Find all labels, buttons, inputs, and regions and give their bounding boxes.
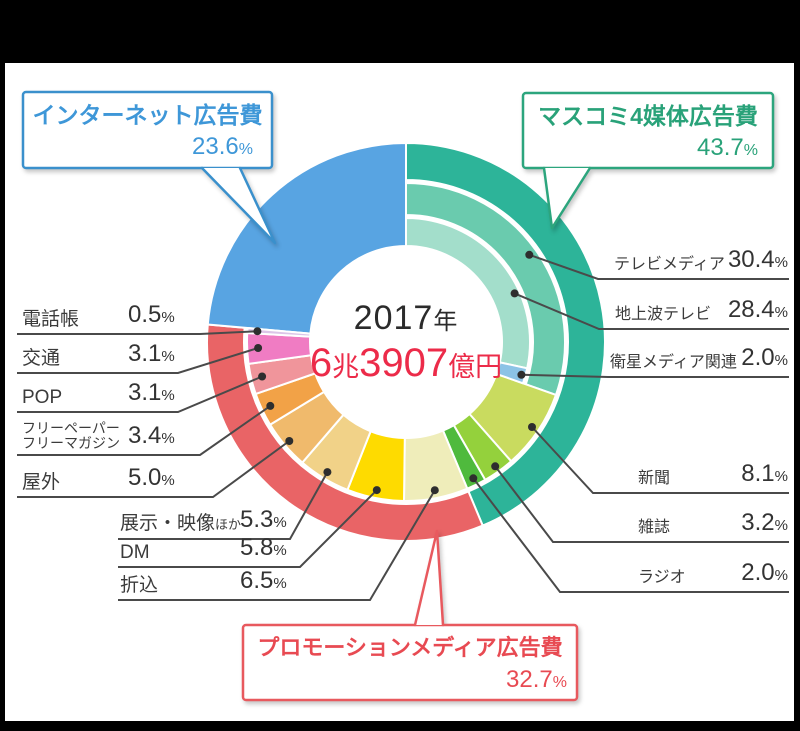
donut-segment-internet [206, 142, 407, 335]
callout-bubbles [21, 90, 775, 702]
leader-line-free-paper [17, 405, 271, 456]
leader-dot-pop [258, 372, 267, 381]
leader-line-phone-directory [17, 330, 258, 335]
callout-tail-border-internet [200, 166, 277, 245]
leader-dot-transit [254, 344, 263, 352]
leader-dot-exhibition-video [323, 468, 332, 477]
leader-line-outdoor [17, 440, 290, 498]
leader-dot-direct-mail [372, 486, 381, 495]
leader-line-satellite-media [521, 373, 789, 378]
leader-dot-orikomi [430, 486, 439, 495]
leader-line-magazine [494, 465, 789, 543]
leader-line-transit [17, 347, 259, 374]
leader-line-newspaper [531, 426, 789, 494]
donut-rings [206, 142, 606, 542]
callout-tail-border-promotion-media [413, 529, 445, 627]
callout-internet [21, 90, 277, 245]
callout-promotion-media [241, 529, 579, 702]
leader-dot-free-paper [266, 401, 275, 410]
leader-line-radio [472, 477, 789, 593]
leader-line-exhibition-video [118, 471, 329, 540]
leader-dot-magazine [491, 462, 500, 471]
leader-line-direct-mail [118, 489, 378, 568]
callout-tail-promotion-media [415, 531, 443, 625]
leader-dot-phone-directory [253, 327, 262, 336]
leader-line-pop [17, 375, 263, 413]
leader-dot-newspaper [528, 423, 536, 431]
callout-box-internet [21, 90, 274, 170]
leader-lines [17, 250, 789, 601]
leader-dot-outdoor [285, 437, 294, 445]
leader-line-orikomi [118, 489, 436, 601]
callout-tail-mass-media-4 [544, 168, 590, 228]
callout-box-mass-media-4 [521, 91, 775, 170]
leader-dot-tv-media [525, 250, 534, 259]
callout-mass-media-4 [521, 91, 775, 230]
callout-box-promotion-media [241, 623, 579, 702]
leader-dot-radio [469, 474, 478, 483]
leader-line-tv-media [528, 253, 789, 280]
leader-dot-satellite-media [517, 370, 526, 379]
callout-tail-border-mass-media-4 [542, 166, 592, 230]
leader-line-terrestrial-tv [514, 292, 789, 330]
leader-dot-terrestrial-tv [510, 289, 519, 298]
